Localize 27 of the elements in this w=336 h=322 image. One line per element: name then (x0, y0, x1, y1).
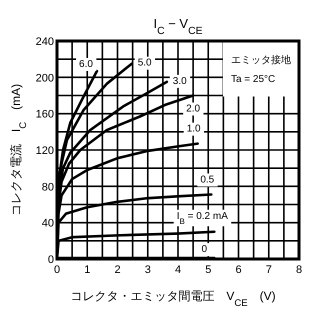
series-label: 3.0 (172, 76, 188, 87)
series-label: 5.0 (138, 58, 152, 69)
y-tick-label: 40 (42, 218, 54, 230)
y-tick-label: 0 (48, 254, 54, 266)
x-tick-label: 6 (235, 264, 242, 276)
y-tick-label: 80 (42, 181, 54, 194)
x-tick-label: 7 (266, 264, 272, 276)
x-tick-label: 3 (144, 264, 151, 276)
series-label: 2.0 (186, 104, 201, 114)
annotation: Ta = 25°C (230, 74, 276, 85)
series-label: 0 (202, 244, 208, 256)
series-label: 6.0 (79, 58, 94, 70)
x-tick-label: 2 (114, 264, 121, 276)
chart-title: I$_{C}$ − V$_{CE}$ (153, 16, 203, 36)
y-tick-label: 160 (36, 108, 54, 121)
text: コレクタ・エミッタ間電圧 V$_{CE}$ (V) (70, 289, 276, 308)
y-tick-label: 120 (36, 145, 54, 157)
x-tick-label: 4 (174, 264, 182, 276)
y-tick-label: 200 (36, 72, 54, 84)
y-tick-label: 240 (36, 36, 54, 48)
x-tick-label: 5 (205, 264, 212, 276)
series-label: 0.5 (200, 174, 215, 186)
series-label: 1.0 (186, 124, 202, 135)
x-tick-label: 1 (84, 264, 90, 276)
series-label: I$_{B}$ = 0.2 mA (176, 210, 228, 226)
x-tick-label: 8 (296, 264, 302, 276)
annotation: エミッタ接地 (230, 54, 291, 66)
